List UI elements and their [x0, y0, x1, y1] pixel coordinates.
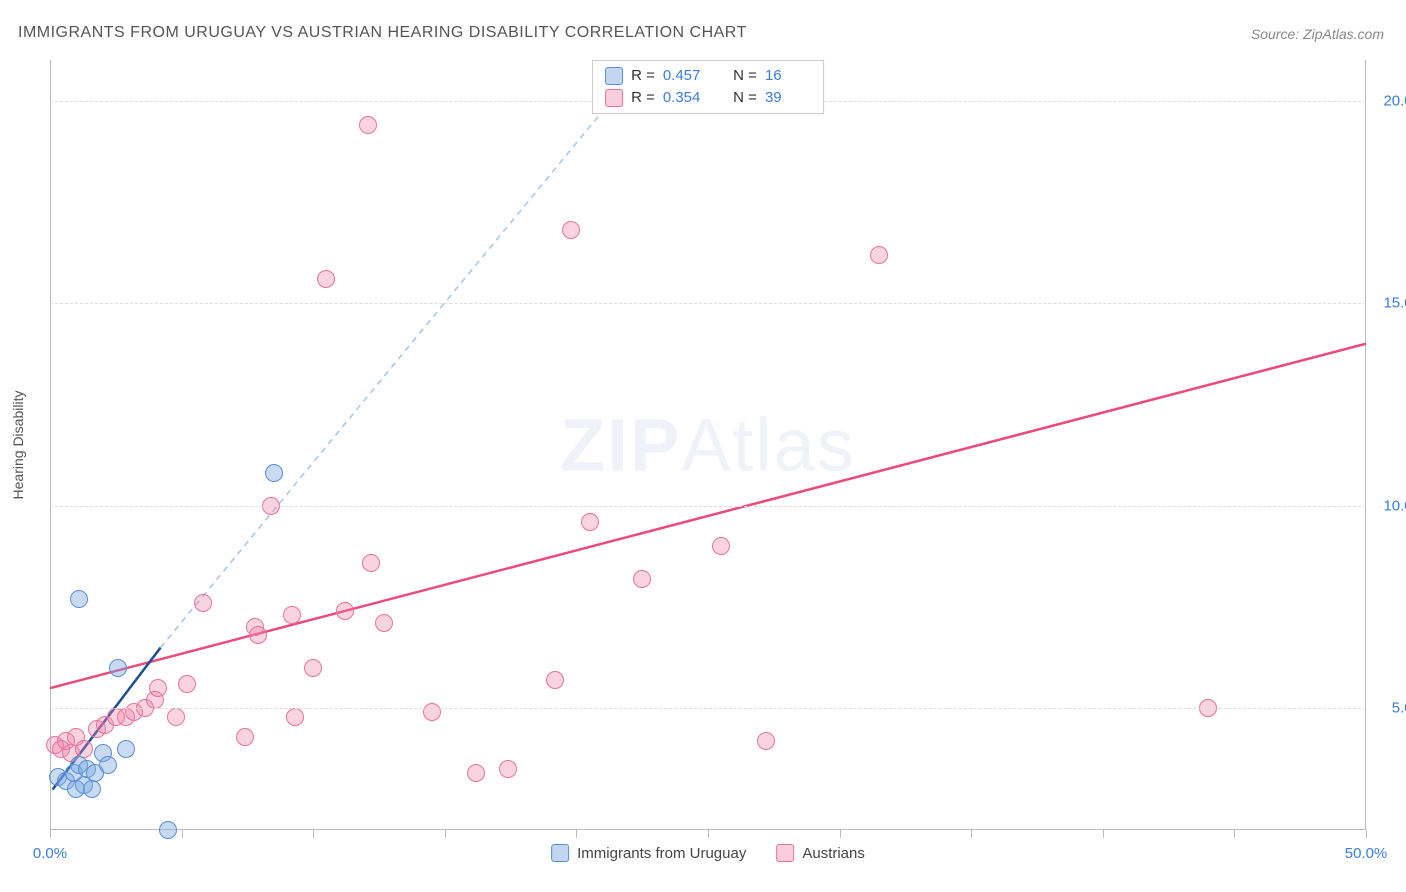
scatter-point	[562, 221, 580, 239]
plot-area: Hearing Disability ZIPAtlas 5.0%10.0%15.…	[50, 60, 1366, 830]
gridline	[50, 708, 1366, 709]
scatter-point	[83, 780, 101, 798]
y-tick-label: 5.0%	[1376, 700, 1406, 717]
x-tick	[1366, 830, 1367, 838]
scatter-point	[633, 570, 651, 588]
chart-title: IMMIGRANTS FROM URUGUAY VS AUSTRIAN HEAR…	[18, 24, 747, 42]
x-tick	[576, 830, 577, 838]
x-tick	[182, 830, 183, 838]
x-tick	[50, 830, 51, 838]
scatter-point	[194, 594, 212, 612]
scatter-point	[236, 728, 254, 746]
scatter-point	[362, 554, 380, 572]
scatter-point	[159, 821, 177, 839]
scatter-point	[149, 679, 167, 697]
scatter-point	[178, 675, 196, 693]
bottom-legend: Immigrants from Uruguay Austrians	[551, 844, 865, 862]
x-tick-label: 50.0%	[1345, 845, 1388, 862]
scatter-point	[286, 708, 304, 726]
scatter-point	[581, 513, 599, 531]
scatter-point	[317, 270, 335, 288]
scatter-point	[375, 614, 393, 632]
scatter-point	[467, 764, 485, 782]
trend-line	[161, 60, 695, 648]
x-tick	[840, 830, 841, 838]
y-axis-line	[50, 60, 51, 830]
x-tick	[971, 830, 972, 838]
x-tick-label: 0.0%	[33, 845, 67, 862]
legend-label: Austrians	[802, 845, 865, 862]
bottom-legend-item: Austrians	[776, 844, 865, 862]
trend-lines-layer	[50, 60, 1366, 830]
scatter-point	[423, 703, 441, 721]
x-tick	[1234, 830, 1235, 838]
x-tick	[313, 830, 314, 838]
x-tick	[445, 830, 446, 838]
source-attribution: Source: ZipAtlas.com	[1251, 26, 1384, 42]
scatter-point	[757, 732, 775, 750]
y-axis-label: Hearing Disability	[10, 391, 26, 500]
scatter-point	[304, 659, 322, 677]
bottom-legend-item: Immigrants from Uruguay	[551, 844, 746, 862]
scatter-point	[99, 756, 117, 774]
scatter-point	[167, 708, 185, 726]
legend-label: Immigrants from Uruguay	[577, 845, 746, 862]
scatter-point	[499, 760, 517, 778]
legend-swatch	[605, 67, 623, 85]
y-tick-label: 15.0%	[1376, 295, 1406, 312]
y-tick-label: 20.0%	[1376, 92, 1406, 109]
legend-stats-row: R = 0.354 N = 39	[605, 87, 811, 109]
watermark: ZIPAtlas	[560, 403, 856, 488]
legend-swatch	[605, 89, 623, 107]
gridline	[50, 303, 1366, 304]
scatter-point	[712, 537, 730, 555]
trend-line	[50, 344, 1366, 688]
right-axis-line	[1365, 60, 1366, 830]
scatter-point	[70, 590, 88, 608]
legend-swatch	[776, 844, 794, 862]
scatter-point	[109, 659, 127, 677]
scatter-point	[117, 740, 135, 758]
legend-stats-box: R = 0.457 N = 16R = 0.354 N = 39	[592, 60, 824, 114]
scatter-point	[546, 671, 564, 689]
legend-stats-row: R = 0.457 N = 16	[605, 65, 811, 87]
legend-swatch	[551, 844, 569, 862]
x-tick	[708, 830, 709, 838]
scatter-point	[870, 246, 888, 264]
scatter-point	[359, 116, 377, 134]
scatter-point	[249, 626, 267, 644]
y-tick-label: 10.0%	[1376, 497, 1406, 514]
scatter-point	[283, 606, 301, 624]
x-tick	[1103, 830, 1104, 838]
gridline	[50, 506, 1366, 507]
scatter-point	[265, 464, 283, 482]
scatter-point	[336, 602, 354, 620]
